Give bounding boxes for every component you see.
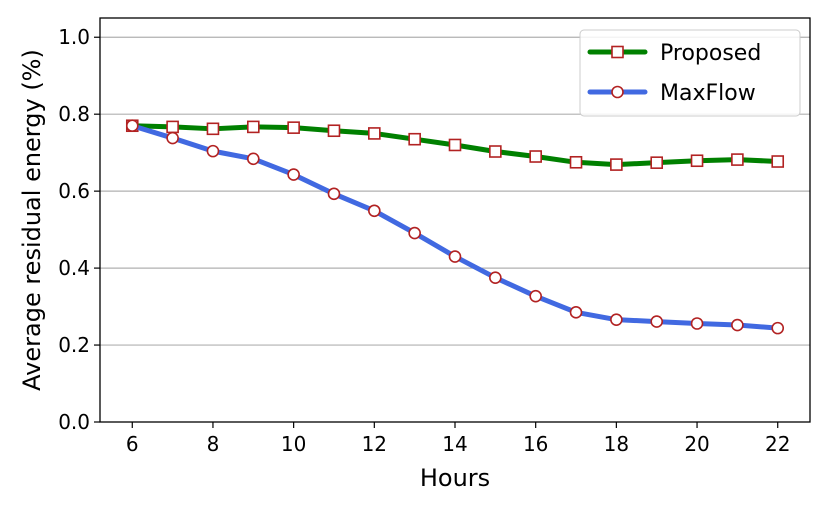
x-tick-label-8: 22 <box>765 432 790 456</box>
y-tick-label-2: 0.4 <box>58 256 90 280</box>
data-point-proposed-16 <box>529 150 542 163</box>
y-tick-label-4: 0.8 <box>58 102 90 126</box>
data-point-maxflow-9 <box>246 152 260 166</box>
data-point-maxflow-21 <box>731 318 744 332</box>
x-tick-label-0: 6 <box>126 432 139 456</box>
data-point-maxflow-7 <box>166 131 179 145</box>
data-point-maxflow-22 <box>771 321 785 335</box>
data-point-maxflow-8 <box>206 144 220 158</box>
y-tick-label-5: 1.0 <box>58 25 90 49</box>
x-tick-label-7: 20 <box>684 432 709 456</box>
data-point-maxflow-17 <box>569 306 583 319</box>
x-tick-label-5: 16 <box>523 432 548 456</box>
data-point-proposed-15 <box>489 145 502 158</box>
x-tick-label-4: 14 <box>442 432 467 456</box>
data-point-maxflow-6 <box>125 119 139 133</box>
legend-entry-proposed: Proposed <box>587 41 761 66</box>
y-axis-label: Average residual energy (%) <box>18 49 46 391</box>
y-tick-label-3: 0.6 <box>58 179 90 203</box>
data-point-proposed-11 <box>327 124 341 138</box>
legend: Proposed MaxFlow <box>579 29 801 117</box>
data-point-maxflow-13 <box>408 226 421 240</box>
data-point-maxflow-20 <box>690 317 704 330</box>
data-point-proposed-22 <box>771 155 785 168</box>
data-point-proposed-17 <box>569 155 583 169</box>
series-line-maxflow <box>129 123 781 331</box>
data-point-proposed-18 <box>610 158 623 171</box>
series-maxflow <box>125 119 785 335</box>
data-point-proposed-9 <box>246 120 260 134</box>
legend-marker-proposed <box>611 45 624 59</box>
x-axis-label: Hours <box>420 464 490 492</box>
data-point-proposed-21 <box>731 153 744 166</box>
data-point-proposed-14 <box>448 138 462 152</box>
data-point-proposed-10 <box>287 121 300 134</box>
data-point-proposed-20 <box>690 154 704 168</box>
legend-entry-maxflow: MaxFlow <box>587 81 756 106</box>
legend-marker-maxflow <box>611 85 624 99</box>
x-tick-label-3: 12 <box>362 432 387 456</box>
axis-ticks: 0.0 0.2 0.4 0.6 0.8 1.0 6 8 10 12 14 16 18 20 22 <box>58 25 790 456</box>
legend-label-proposed: Proposed <box>660 41 761 66</box>
data-point-proposed-19 <box>650 156 664 169</box>
x-tick-label-2: 10 <box>281 432 306 456</box>
y-tick-label-1: 0.2 <box>58 333 90 357</box>
data-point-proposed-12 <box>368 127 381 140</box>
data-point-maxflow-11 <box>327 187 341 201</box>
data-point-maxflow-14 <box>448 250 462 263</box>
data-point-proposed-7 <box>166 120 179 134</box>
y-tick-label-0: 0.0 <box>58 410 90 434</box>
data-point-maxflow-12 <box>368 204 381 218</box>
data-point-proposed-8 <box>206 122 220 136</box>
data-point-maxflow-19 <box>650 315 664 328</box>
series-proposed <box>125 119 785 171</box>
data-point-maxflow-15 <box>489 271 502 285</box>
data-point-maxflow-18 <box>610 313 623 326</box>
data-point-maxflow-16 <box>529 289 542 303</box>
x-tick-label-6: 18 <box>604 432 629 456</box>
series-group <box>125 119 785 335</box>
data-point-proposed-13 <box>408 132 421 146</box>
x-tick-label-1: 8 <box>207 432 220 456</box>
data-point-maxflow-10 <box>287 168 300 181</box>
legend-label-maxflow: MaxFlow <box>660 81 756 106</box>
